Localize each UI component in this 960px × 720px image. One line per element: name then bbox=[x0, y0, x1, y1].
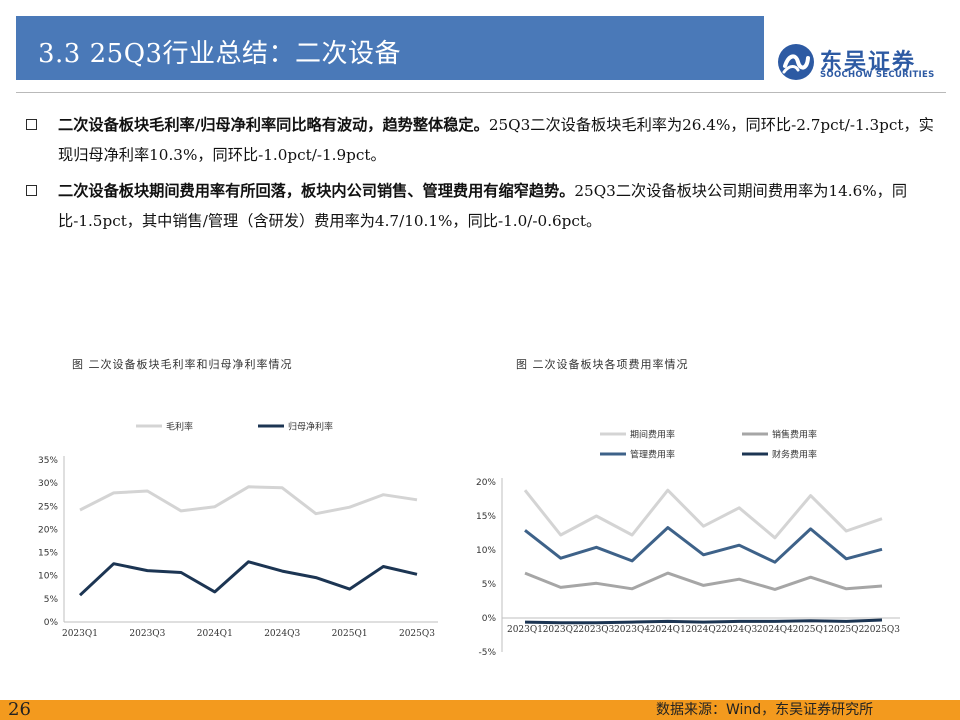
x-tick-label: 2024Q1 bbox=[650, 625, 686, 635]
series-line bbox=[524, 618, 883, 625]
y-tick-label: 20% bbox=[38, 525, 58, 535]
soochow-logo-icon bbox=[778, 44, 814, 80]
bullet-item: 二次设备板块期间费用率有所回落，板块内公司销售、管理费用有缩窄趋势。25Q3二次… bbox=[24, 176, 942, 236]
x-tick-label: 2025Q3 bbox=[864, 625, 900, 635]
x-tick-label: 2023Q3 bbox=[578, 625, 614, 635]
y-tick-label: 20% bbox=[476, 478, 496, 488]
y-tick-label: 5% bbox=[482, 580, 497, 590]
bullet-text: 25Q3二次设备板块公司期间费用率为14.6%，同比-1.5pct，其中销售/管… bbox=[58, 182, 908, 230]
title-bar: 3.3 25Q3行业总结：二次设备 bbox=[16, 16, 764, 80]
company-logo: 东吴证券 SOOCHOW SECURITIES bbox=[776, 42, 946, 82]
series-line bbox=[523, 488, 883, 540]
x-tick-label: 2025Q3 bbox=[399, 629, 435, 639]
series-line bbox=[524, 526, 883, 564]
x-tick-label: 2024Q1 bbox=[197, 629, 233, 639]
bullet-bold-text: 二次设备板块毛利率/归母净利率同比略有波动，趋势整体稳定。 bbox=[58, 116, 489, 134]
series-line bbox=[78, 560, 418, 597]
x-tick-label: 2024Q3 bbox=[721, 625, 757, 635]
x-tick-label: 2023Q4 bbox=[614, 625, 650, 635]
y-tick-label: -5% bbox=[478, 648, 496, 658]
page-number: 26 bbox=[8, 699, 31, 720]
legend-label: 销售费用率 bbox=[772, 429, 817, 441]
y-tick-label: 15% bbox=[38, 549, 58, 559]
legend-label: 归母净利率 bbox=[288, 421, 333, 433]
legend-label: 管理费用率 bbox=[630, 449, 675, 461]
y-tick-label: 35% bbox=[38, 456, 58, 466]
x-tick-label: 2025Q1 bbox=[332, 629, 368, 639]
y-tick-label: 10% bbox=[476, 546, 496, 556]
x-tick-label: 2023Q1 bbox=[507, 625, 543, 635]
bullet-square-icon bbox=[26, 185, 37, 196]
footer-bar: 26 数据来源：Wind，东吴证券研究所 bbox=[0, 700, 960, 720]
page-title: 3.3 25Q3行业总结：二次设备 bbox=[38, 39, 402, 69]
y-tick-label: 0% bbox=[482, 614, 497, 624]
bullet-item: 二次设备板块毛利率/归母净利率同比略有波动，趋势整体稳定。25Q3二次设备板块毛… bbox=[24, 110, 942, 170]
bullet-bold-text: 二次设备板块期间费用率有所回落，板块内公司销售、管理费用有缩窄趋势。 bbox=[58, 182, 575, 200]
bullet-list: 二次设备板块毛利率/归母净利率同比略有波动，趋势整体稳定。25Q3二次设备板块毛… bbox=[24, 110, 942, 242]
data-source: 数据来源：Wind，东吴证券研究所 bbox=[656, 702, 874, 718]
x-tick-label: 2024Q3 bbox=[264, 629, 300, 639]
x-tick-label: 2025Q2 bbox=[828, 625, 864, 635]
y-tick-label: 30% bbox=[38, 479, 58, 489]
bullet-square-icon bbox=[26, 119, 37, 130]
legend-label: 毛利率 bbox=[166, 421, 193, 433]
y-tick-label: 5% bbox=[44, 595, 59, 605]
logo-english-name: SOOCHOW SECURITIES bbox=[820, 70, 935, 80]
chart-1-title: 图 二次设备板块毛利率和归母净利率情况 bbox=[72, 358, 293, 371]
chart-2-title: 图 二次设备板块各项费用率情况 bbox=[516, 358, 689, 371]
y-tick-label: 10% bbox=[38, 572, 58, 582]
legend-label: 期间费用率 bbox=[630, 429, 675, 441]
y-tick-label: 15% bbox=[476, 512, 496, 522]
x-tick-label: 2023Q1 bbox=[62, 629, 98, 639]
y-tick-label: 0% bbox=[44, 618, 59, 628]
header-divider bbox=[16, 92, 946, 93]
x-tick-label: 2025Q1 bbox=[793, 625, 829, 635]
x-tick-label: 2023Q2 bbox=[543, 625, 579, 635]
series-line bbox=[524, 571, 883, 591]
margin-chart: 毛利率 归母净利率 0% 5% 10% 15% 20% 25% 30% 35% 2023Q1 2023… bbox=[38, 421, 438, 639]
x-tick-label: 2024Q4 bbox=[757, 625, 793, 635]
series-line bbox=[79, 485, 418, 516]
x-tick-label: 2023Q3 bbox=[129, 629, 165, 639]
bullet-text: 25Q3二次设备板块毛利率为26.4%，同环比-2.7pct/-1.3pct，实… bbox=[58, 116, 934, 164]
y-tick-label: 25% bbox=[38, 502, 58, 512]
legend-label: 财务费用率 bbox=[772, 449, 817, 461]
logo-chinese-name: 东吴证券 bbox=[820, 50, 917, 75]
x-tick-label: 2024Q2 bbox=[685, 625, 721, 635]
